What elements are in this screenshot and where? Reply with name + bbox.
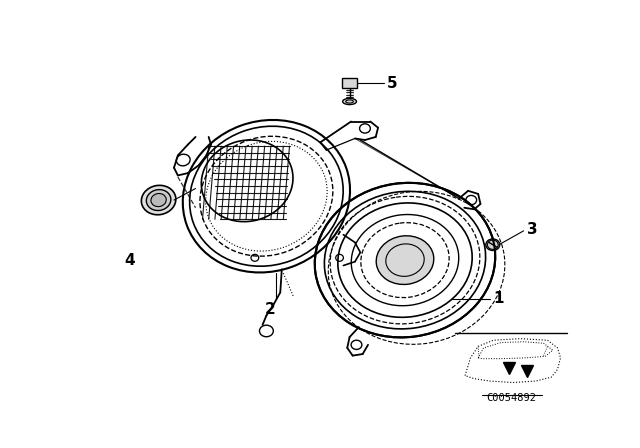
Text: 1: 1 xyxy=(493,291,504,306)
Text: 2: 2 xyxy=(265,302,276,317)
Ellipse shape xyxy=(147,190,171,211)
Text: 5: 5 xyxy=(387,76,397,90)
Ellipse shape xyxy=(151,194,166,207)
Ellipse shape xyxy=(376,236,434,284)
Ellipse shape xyxy=(342,99,356,104)
Text: C0054892: C0054892 xyxy=(486,392,536,403)
Ellipse shape xyxy=(315,183,495,337)
Ellipse shape xyxy=(141,185,176,215)
Ellipse shape xyxy=(486,239,500,250)
Polygon shape xyxy=(342,78,357,88)
Text: 3: 3 xyxy=(527,222,538,237)
Text: 4: 4 xyxy=(124,253,134,267)
